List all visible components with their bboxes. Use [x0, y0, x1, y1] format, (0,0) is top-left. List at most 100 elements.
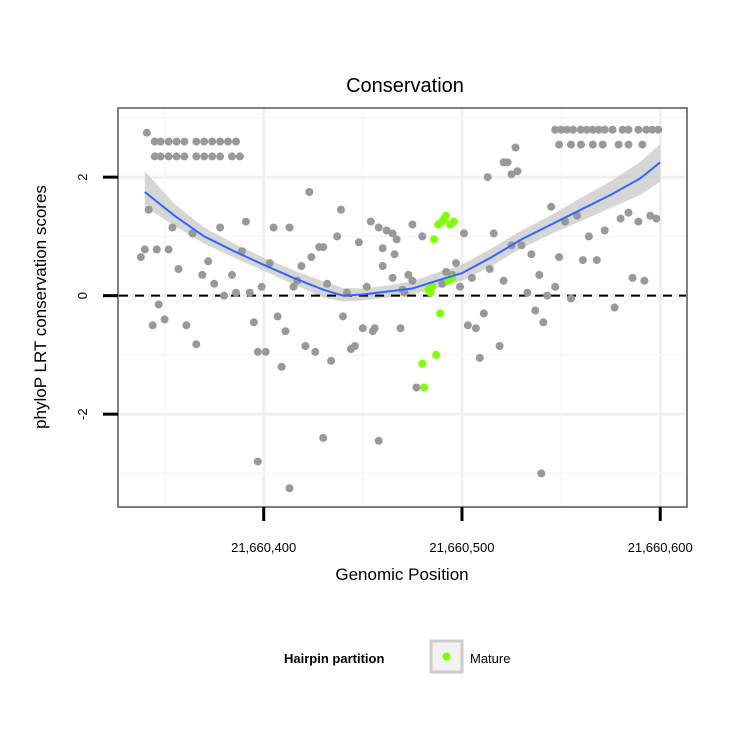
data-point — [442, 267, 451, 276]
data-point — [257, 282, 266, 291]
data-point — [319, 433, 328, 442]
mature-point — [432, 350, 441, 359]
data-point — [588, 140, 597, 149]
mature-point — [442, 211, 451, 220]
data-point — [192, 137, 201, 146]
data-point — [584, 232, 593, 241]
data-point — [144, 205, 153, 214]
data-point — [289, 282, 298, 291]
data-point — [164, 152, 173, 161]
data-point — [408, 220, 417, 229]
data-point — [523, 288, 532, 297]
data-point — [624, 140, 633, 149]
data-point — [269, 223, 278, 232]
data-point — [172, 137, 181, 146]
data-point — [608, 125, 617, 134]
data-point — [174, 265, 183, 273]
data-point — [452, 259, 460, 268]
data-point — [634, 217, 643, 226]
data-point — [192, 152, 201, 161]
data-point — [456, 282, 464, 291]
data-point — [216, 152, 225, 161]
data-point — [467, 273, 476, 282]
data-point — [463, 321, 472, 330]
data-point — [152, 245, 161, 254]
data-point — [200, 137, 209, 146]
x-tick-label: 21,660,400 — [231, 540, 296, 555]
chart-title: Conservation — [346, 75, 464, 97]
data-point — [624, 125, 633, 134]
data-point — [156, 137, 165, 146]
data-point — [388, 273, 397, 282]
data-point — [235, 152, 244, 161]
x-axis: 21,660,400 21,660,500 21,660,600 — [231, 507, 693, 555]
data-point — [388, 229, 397, 238]
data-point — [148, 321, 157, 330]
data-point — [261, 347, 270, 356]
data-point — [208, 152, 217, 161]
data-point — [277, 362, 286, 371]
confidence-band — [144, 144, 661, 302]
legend-title: Hairpin partition — [284, 651, 384, 666]
data-point — [164, 137, 173, 146]
data-point — [378, 244, 387, 253]
data-point — [285, 484, 294, 493]
data-point — [198, 270, 207, 279]
data-point — [273, 312, 282, 321]
data-point — [228, 270, 236, 279]
y-tick-label: 2 — [75, 173, 90, 180]
data-point — [567, 140, 575, 149]
mature-point — [428, 282, 437, 291]
y-tick-label: -2 — [75, 408, 90, 420]
x-axis-label: Genomic Position — [335, 565, 468, 584]
data-point — [600, 226, 609, 235]
data-point — [350, 342, 359, 350]
data-point — [180, 137, 189, 146]
data-point — [418, 232, 427, 241]
data-point — [563, 125, 571, 134]
legend: Hairpin partition Mature — [284, 639, 510, 674]
data-point — [188, 229, 197, 238]
data-point — [150, 152, 159, 161]
mature-point — [436, 309, 445, 318]
data-point — [182, 321, 191, 330]
data-point — [354, 238, 363, 247]
data-point — [569, 125, 577, 134]
data-point — [339, 312, 347, 321]
data-point — [614, 140, 623, 149]
legend-key-mature — [442, 652, 451, 661]
data-point — [499, 276, 508, 285]
data-point — [555, 253, 564, 262]
data-point — [210, 279, 219, 288]
data-point — [495, 342, 504, 350]
smooth-line-path — [144, 161, 661, 297]
data-point — [305, 188, 314, 196]
data-point — [551, 282, 560, 291]
data-point — [485, 265, 494, 273]
data-point — [408, 276, 417, 285]
data-point — [140, 245, 149, 254]
data-point — [396, 324, 405, 333]
data-point — [208, 137, 217, 146]
data-point — [412, 383, 421, 392]
data-point — [216, 223, 225, 232]
data-point — [362, 282, 371, 291]
x-tick-label: 21,660,500 — [429, 540, 494, 555]
data-point — [576, 140, 585, 149]
data-point — [624, 208, 633, 217]
data-point — [150, 137, 159, 146]
mature-point — [446, 220, 455, 229]
data-point — [232, 288, 240, 297]
data-point — [285, 223, 294, 232]
data-point — [168, 223, 177, 232]
data-point — [216, 137, 225, 146]
mature-point — [418, 359, 427, 368]
data-point — [537, 469, 546, 478]
data-point — [634, 125, 643, 134]
data-point — [253, 457, 262, 466]
mature-point — [430, 235, 439, 244]
data-point — [527, 250, 536, 259]
data-point — [136, 253, 145, 262]
confidence-band-area — [144, 144, 661, 302]
